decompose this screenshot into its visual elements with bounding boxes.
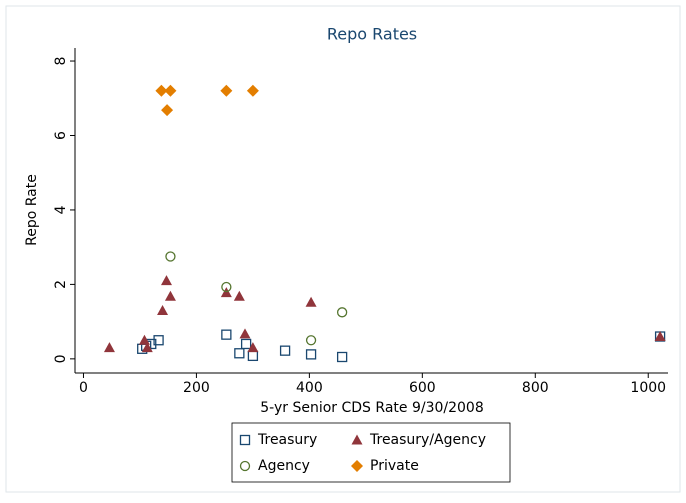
x-tick-label: 200 xyxy=(183,380,210,396)
data-point xyxy=(155,84,168,97)
data-point xyxy=(221,329,232,340)
data-point xyxy=(336,307,348,318)
data-point xyxy=(305,296,317,307)
x-tick-label: 600 xyxy=(409,380,436,396)
data-point xyxy=(220,84,233,97)
y-tick-label: 6 xyxy=(53,131,69,140)
legend-label: Agency xyxy=(258,458,310,474)
x-tick-label: 0 xyxy=(79,380,88,396)
legend-label: Treasury xyxy=(257,432,317,448)
data-point xyxy=(164,290,176,301)
y-axis-label: Repo Rate xyxy=(24,174,40,246)
chart-title: Repo Rates xyxy=(327,25,417,44)
data-point xyxy=(247,342,259,353)
legend-marker xyxy=(351,434,363,445)
legend-marker xyxy=(239,460,251,472)
data-point xyxy=(160,275,172,286)
data-point xyxy=(279,345,291,356)
data-point xyxy=(161,104,174,117)
x-tick-label: 400 xyxy=(296,380,323,396)
data-point xyxy=(165,251,176,262)
data-point xyxy=(157,304,169,315)
legend-box xyxy=(231,422,511,483)
data-point xyxy=(240,338,252,350)
data-point xyxy=(221,281,232,293)
y-tick-label: 2 xyxy=(53,280,69,289)
y-tick-label: 8 xyxy=(53,57,69,66)
data-point xyxy=(654,331,666,342)
x-tick-label: 1000 xyxy=(630,380,666,396)
data-point xyxy=(246,84,259,97)
data-point xyxy=(305,335,317,346)
x-axis-label: 5-yr Senior CDS Rate 9/30/2008 xyxy=(260,400,483,416)
data-point xyxy=(153,335,164,346)
legend-label: Treasury/Agency xyxy=(369,432,486,448)
data-point xyxy=(239,328,251,339)
chart-frame xyxy=(5,5,681,493)
data-point xyxy=(233,290,245,301)
legend-marker xyxy=(239,434,251,446)
data-point xyxy=(141,342,153,353)
data-point xyxy=(234,348,245,359)
data-point xyxy=(305,349,317,360)
data-point xyxy=(138,334,150,345)
y-tick-label: 0 xyxy=(53,354,69,363)
data-point xyxy=(336,351,348,363)
y-tick-label: 4 xyxy=(53,205,69,214)
legend-label: Private xyxy=(370,458,419,474)
legend-marker xyxy=(351,460,363,472)
data-point xyxy=(103,342,115,353)
x-tick-label: 800 xyxy=(522,380,549,396)
data-point xyxy=(164,84,177,97)
